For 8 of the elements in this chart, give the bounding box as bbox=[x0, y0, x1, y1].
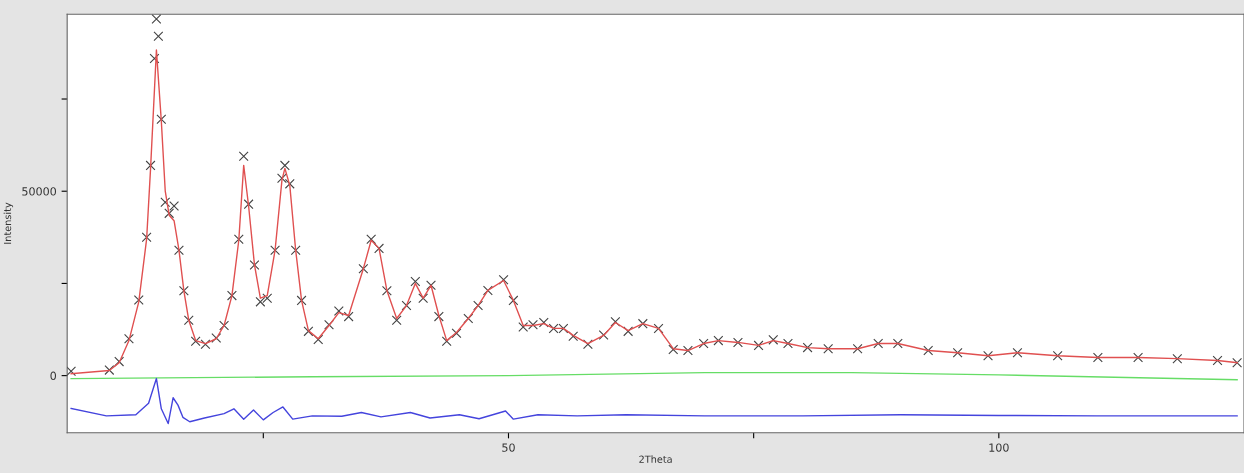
y-tick-label: 50000 bbox=[22, 187, 57, 196]
line-series bbox=[70, 371, 1238, 381]
y-tick-label: 0 bbox=[50, 371, 57, 381]
y-axis-title: Intensity bbox=[3, 202, 14, 244]
x-axis-title: 2Theta bbox=[639, 455, 672, 463]
x-tick-label: 50 bbox=[502, 443, 515, 452]
line-series bbox=[70, 377, 1238, 425]
x-tick-label: 100 bbox=[989, 443, 1009, 452]
